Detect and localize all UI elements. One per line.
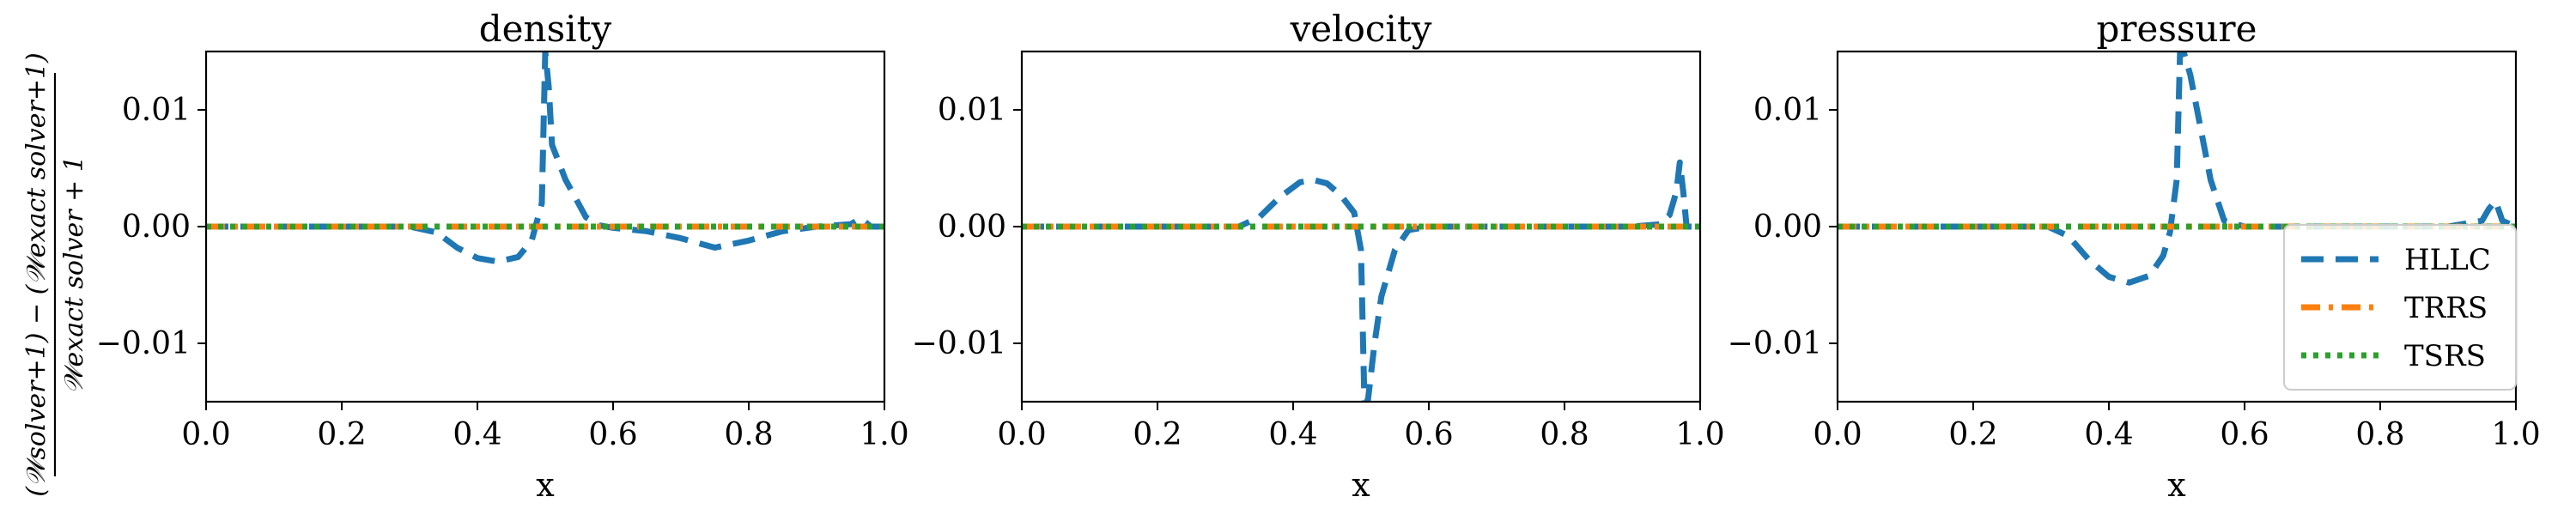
panel-velocity-ticks: 0.0 0.2 0.4 0.6 0.8 1.0 −0.01 0.00 0.01 — [912, 93, 1725, 452]
panel-pressure-xlabel: x — [2167, 466, 2185, 504]
density-xtick-label: 0.6 — [588, 417, 637, 452]
legend-label-tsrs: TSRS — [2404, 339, 2486, 373]
pressure-xtick-label: 1.0 — [2491, 417, 2540, 452]
pressure-xtick-label: 0.4 — [2084, 417, 2133, 452]
density-xtick-label: 0.0 — [181, 417, 230, 452]
panel-velocity-xlabel: x — [1352, 466, 1370, 504]
panel-density: 0.0 0.2 0.4 0.6 0.8 1.0−0.010.000.01 density … — [96, 8, 909, 504]
legend-label-trrs: TRRS — [2404, 291, 2488, 325]
velocity-ytick-label: −0.01 — [912, 326, 1006, 361]
density-xtick-label: 0.8 — [724, 417, 773, 452]
legend: HLLC TRRS TSRS — [2283, 224, 2517, 391]
panel-density-xlabel: x — [536, 466, 554, 504]
panel-density-ticks: 0.0 0.2 0.4 0.6 0.8 1.0 −0.01 0.00 0.01 — [96, 93, 909, 452]
y-axis-label: (𝒲solver+1) − (𝒲exact solver+1) 𝒲exact s… — [21, 52, 89, 497]
density-ytick-label: −0.01 — [96, 326, 191, 361]
pressure-xtick-label: 0.0 — [1813, 417, 1862, 452]
velocity-xtick-label: 0.0 — [997, 417, 1046, 452]
pressure-xtick-label: 0.6 — [2220, 417, 2269, 452]
pressure-ytick-label: −0.01 — [1728, 326, 1822, 361]
pressure-series-hllc — [1838, 52, 2516, 286]
density-xtick-label: 0.4 — [453, 417, 501, 452]
legend-box — [2283, 224, 2517, 391]
pressure-ytick-label: 0.01 — [1753, 93, 1822, 128]
pressure-xtick-label: 0.2 — [1948, 417, 1997, 452]
velocity-xtick-label: 0.4 — [1268, 417, 1317, 452]
pressure-ytick-label: 0.00 — [1753, 209, 1822, 245]
panel-velocity-title: velocity — [1290, 8, 1432, 50]
panel-density-lines — [206, 52, 884, 265]
legend-label-hllc: HLLC — [2404, 243, 2491, 277]
density-ytick-label: 0.00 — [122, 209, 191, 245]
panel-density-title: density — [479, 8, 612, 50]
velocity-xtick-label: 1.0 — [1675, 417, 1724, 452]
velocity-ytick-label: 0.01 — [938, 93, 1006, 128]
panel-pressure-title: pressure — [2097, 8, 2257, 50]
velocity-series-hllc — [1022, 159, 1700, 402]
density-xtick-label: 1.0 — [860, 417, 908, 452]
pressure-xtick-label: 0.8 — [2355, 417, 2404, 452]
density-series-hllc — [206, 52, 884, 265]
y-axis-label-numerator: (𝒲solver+1) − (𝒲exact solver+1) — [21, 52, 52, 497]
legend-rows: HLLC TRRS TSRS — [2301, 243, 2491, 373]
velocity-xtick-label: 0.2 — [1133, 417, 1182, 452]
density-ytick-label: 0.01 — [122, 93, 191, 128]
velocity-ytick-label: 0.00 — [938, 209, 1006, 245]
velocity-xtick-label: 0.8 — [1540, 417, 1589, 452]
panel-velocity: 0.0 0.2 0.4 0.6 0.8 1.0 −0.01 0.00 0.01 velocity… — [912, 8, 1725, 504]
panel-pressure-ticks: 0.0 0.2 0.4 0.6 0.8 1.0 −0.01 0.00 0.01 — [1728, 93, 2541, 452]
y-axis-label-denominator: 𝒲exact solver + 1 — [59, 155, 89, 394]
velocity-xtick-label: 0.6 — [1404, 417, 1453, 452]
density-xtick-label: 0.2 — [317, 417, 366, 452]
panel-velocity-lines — [1022, 159, 1700, 402]
